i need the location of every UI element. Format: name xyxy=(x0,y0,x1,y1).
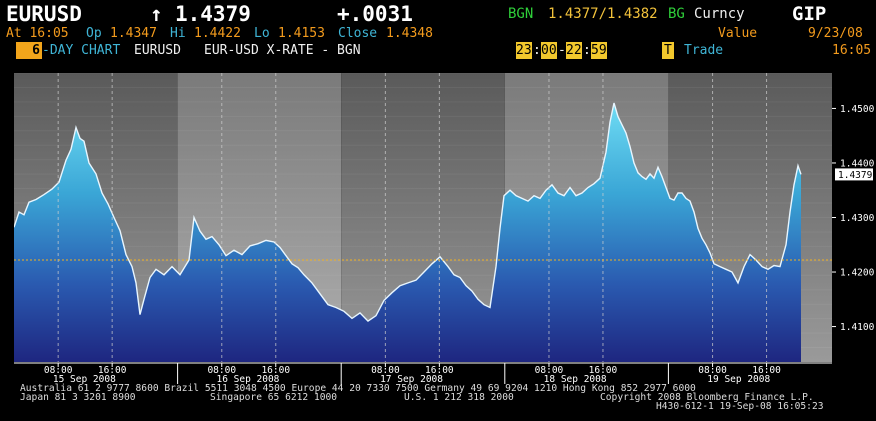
price-area xyxy=(14,103,801,362)
trade-type-label: Trade xyxy=(684,43,724,58)
footer-contacts: Australia 61 2 9777 8600 Brazil 5511 304… xyxy=(20,383,876,412)
hour-tick-label: 16:00 xyxy=(261,365,290,376)
y-tick-label: 1.4300 xyxy=(840,213,875,224)
hour-tick-label: 16:00 xyxy=(589,365,618,376)
quote-stats-line: At 16:05 Op 1.4347 Hi 1.4422 Lo 1.4153 C… xyxy=(0,26,876,42)
security-description: EUR-USD X-RATE - BGN xyxy=(204,43,361,58)
price-line xyxy=(14,102,802,323)
price-source: BGN xyxy=(508,6,534,22)
high-label: Hi xyxy=(170,26,186,41)
trade-type-field[interactable]: T xyxy=(662,42,674,59)
end-hour-field[interactable]: 22 xyxy=(566,42,582,59)
day-label: 18 Sep 2008 xyxy=(544,374,607,384)
last-price: 1.4379 xyxy=(175,2,251,26)
footer-copyright: Copyright 2008 Bloomberg Finance L.P. xyxy=(600,392,814,403)
hour-tick-label: 08:00 xyxy=(371,365,400,376)
open-value: 1.4347 xyxy=(110,26,157,41)
function-code[interactable]: GIP xyxy=(792,3,827,25)
quote-header: EURUSD ↑ 1.4379 +.0031 BGN 1.4377/1.4382… xyxy=(0,0,876,28)
high-value: 1.4422 xyxy=(194,26,241,41)
y-tick-label: 1.4400 xyxy=(840,158,875,169)
y-axis-bg xyxy=(832,73,876,362)
footer-us: U.S. 1 212 318 2000 xyxy=(404,392,514,403)
y-tick-label: 1.4200 xyxy=(840,268,875,279)
clock: 16:05 xyxy=(832,43,872,58)
end-minute-field[interactable]: 59 xyxy=(591,42,607,59)
low-label: Lo xyxy=(254,26,270,41)
low-value: 1.4153 xyxy=(278,26,325,41)
hour-tick-label: 08:00 xyxy=(698,365,727,376)
up-arrow-icon: ↑ xyxy=(150,2,163,26)
last-price-tag-label: 1.4379 xyxy=(838,170,873,181)
net-change: +.0031 xyxy=(337,2,413,26)
day-label: 17 Sep 2008 xyxy=(380,374,443,384)
chart-type-label: -DAY CHART xyxy=(42,43,121,58)
chart-settings-line: 6 -DAY CHART EURUSD EUR-USD X-RATE - BGN… xyxy=(0,42,876,59)
bid-ask-source: BG xyxy=(668,6,685,22)
hour-tick-label: 08:00 xyxy=(207,365,236,376)
bid-ask: 1.4377/1.4382 xyxy=(548,6,658,22)
day-label: 19 Sep 2008 xyxy=(707,374,770,384)
day-label: 16 Sep 2008 xyxy=(216,374,279,384)
security-field[interactable]: EURUSD xyxy=(134,43,181,58)
close-label: Close xyxy=(338,26,378,41)
close-value: 1.4348 xyxy=(386,26,433,41)
y-tick-label: 1.4500 xyxy=(840,104,875,115)
ticker-symbol: EURUSD xyxy=(6,2,82,26)
start-hour-field[interactable]: 23 xyxy=(516,42,532,59)
footer-singapore: Singapore 65 6212 1000 xyxy=(210,392,338,403)
hour-tick-label: 16:00 xyxy=(98,365,127,376)
footer-timestamp: H430-612-1 19-Sep-08 16:05:23 xyxy=(656,401,824,412)
value-date: 9/23/08 xyxy=(808,26,863,41)
open-label: Op xyxy=(86,26,102,41)
last-price-tag xyxy=(835,168,873,181)
value-label: Value xyxy=(718,26,758,41)
hour-tick-label: 08:00 xyxy=(44,365,73,376)
hour-tick-label: 16:00 xyxy=(425,365,454,376)
days-field[interactable]: 6 xyxy=(16,42,42,59)
as-of-time: At 16:05 xyxy=(6,26,69,41)
hour-tick-label: 08:00 xyxy=(535,365,564,376)
start-minute-field[interactable]: 00 xyxy=(541,42,557,59)
footer-phones-line: Australia 61 2 9777 8600 Brazil 5511 304… xyxy=(20,383,696,394)
footer-japan: Japan 81 3 3201 8900 xyxy=(20,392,136,403)
hour-tick-label: 16:00 xyxy=(752,365,781,376)
y-tick-label: 1.4100 xyxy=(840,322,875,333)
market-sector: Curncy xyxy=(694,6,745,22)
price-chart: 1.4500 1.4400 1.4300 1.4200 1.4100 1.4379 08:… xyxy=(14,73,876,384)
day-label: 15 Sep 2008 xyxy=(53,374,116,384)
